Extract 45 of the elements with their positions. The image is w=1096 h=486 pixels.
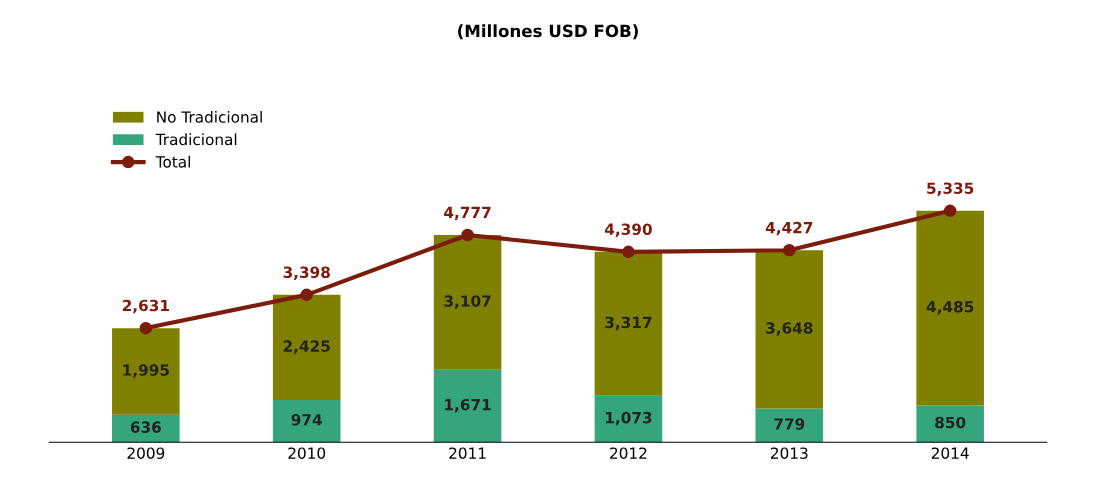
data-label: 3,648 — [766, 322, 813, 336]
bar — [594, 395, 663, 443]
point — [461, 228, 474, 242]
point — [943, 204, 957, 218]
data-label: 1,995 — [123, 364, 169, 378]
x-tick-label: 2011 — [449, 447, 486, 459]
data-label: 3,107 — [444, 295, 491, 309]
bar — [112, 328, 180, 415]
bar — [433, 369, 502, 443]
data-label: 4,777 — [444, 206, 491, 221]
x-tick-label: 2013 — [770, 447, 808, 459]
data-label: 3,398 — [283, 266, 330, 280]
data-label: 974 — [291, 414, 322, 426]
data-label: 4,390 — [604, 223, 652, 237]
point — [622, 245, 635, 259]
x-tick-label: 2010 — [288, 447, 326, 459]
data-label: 850 — [935, 416, 966, 429]
data-label: 5,335 — [927, 182, 974, 196]
data-label: 3,317 — [605, 316, 652, 331]
x-tick-label: 2012 — [610, 447, 647, 459]
bar — [755, 250, 824, 409]
data-label: 636 — [130, 421, 161, 433]
data-label: 4,427 — [765, 221, 813, 236]
bar — [272, 400, 341, 443]
data-label: 2,631 — [122, 299, 169, 314]
data-label: 1,671 — [445, 398, 491, 413]
x-tick-label: 2014 — [931, 447, 969, 459]
point — [139, 321, 153, 335]
data-label: 1,073 — [605, 411, 652, 426]
text: (Millones USD FOB) — [458, 24, 638, 40]
bar — [433, 234, 502, 370]
legend-label: Total — [155, 155, 190, 168]
point — [783, 243, 796, 257]
bar — [272, 294, 341, 401]
legend-label: No Tradicional — [157, 110, 262, 123]
point — [300, 288, 313, 302]
data-label: 779 — [774, 418, 805, 430]
bar — [755, 408, 824, 443]
bar — [594, 251, 663, 396]
bar — [916, 405, 984, 443]
legend-label: Tradicional — [155, 133, 237, 146]
data-label: 4,485 — [926, 300, 974, 315]
x-tick-label: 2009 — [127, 447, 165, 459]
bar — [916, 210, 984, 406]
data-label: 2,425 — [283, 340, 330, 354]
